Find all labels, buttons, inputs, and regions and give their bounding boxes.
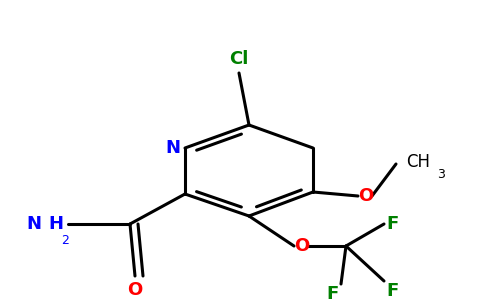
Text: O: O (358, 187, 374, 205)
Text: N: N (27, 215, 42, 233)
Text: N: N (166, 139, 181, 157)
Text: CH: CH (406, 153, 430, 171)
Text: F: F (327, 285, 339, 300)
Text: 2: 2 (61, 234, 69, 247)
Text: 3: 3 (438, 167, 445, 181)
Text: O: O (294, 237, 310, 255)
Text: O: O (127, 281, 143, 299)
Text: Cl: Cl (229, 50, 249, 68)
Text: F: F (386, 282, 398, 300)
Text: H: H (48, 215, 63, 233)
Text: F: F (386, 215, 398, 233)
